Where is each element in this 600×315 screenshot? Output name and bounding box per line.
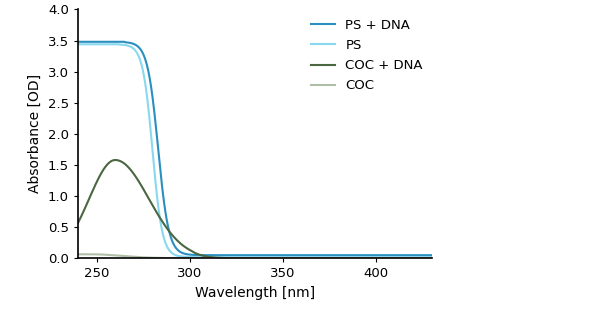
PS (96, 43, 103, 46)
PS + DNA (375, 253, 382, 257)
PS + DNA (428, 253, 436, 257)
PS (380, 255, 387, 259)
PS (289, 255, 296, 259)
COC + DNA (428, 256, 436, 260)
Legend: PS + DNA, PS, COC + DNA, COC: PS + DNA, PS, COC + DNA, COC (305, 14, 428, 98)
Line: COC + DNA: COC + DNA (78, 160, 432, 258)
COC + DNA (280, 256, 287, 260)
PS (343, 255, 350, 259)
Line: COC: COC (78, 254, 432, 258)
COC + DNA (380, 256, 387, 260)
PS (428, 255, 436, 259)
COC (84, 252, 91, 256)
COC + DNA (74, 221, 82, 225)
PS + DNA (289, 253, 296, 257)
PS (280, 255, 287, 259)
Line: PS: PS (78, 44, 432, 257)
COC (301, 256, 308, 260)
X-axis label: Wavelength [nm]: Wavelength [nm] (195, 286, 315, 300)
COC + DNA (343, 256, 350, 260)
Y-axis label: Absorbance [OD]: Absorbance [OD] (28, 74, 42, 193)
COC (160, 256, 167, 260)
PS (356, 255, 363, 259)
PS + DNA (96, 40, 103, 44)
PS + DNA (280, 253, 287, 257)
PS + DNA (300, 253, 307, 257)
COC (281, 256, 288, 260)
COC (428, 256, 436, 260)
COC (290, 256, 298, 260)
COC + DNA (112, 158, 119, 162)
PS (300, 255, 307, 259)
Line: PS + DNA: PS + DNA (78, 42, 432, 255)
COC (344, 256, 351, 260)
PS (74, 43, 82, 46)
COC (74, 252, 82, 256)
COC (97, 253, 104, 256)
PS + DNA (74, 40, 82, 44)
PS + DNA (380, 253, 387, 257)
COC + DNA (301, 256, 308, 260)
COC + DNA (96, 174, 103, 178)
COC + DNA (290, 256, 297, 260)
PS + DNA (343, 253, 350, 257)
COC (380, 256, 388, 260)
